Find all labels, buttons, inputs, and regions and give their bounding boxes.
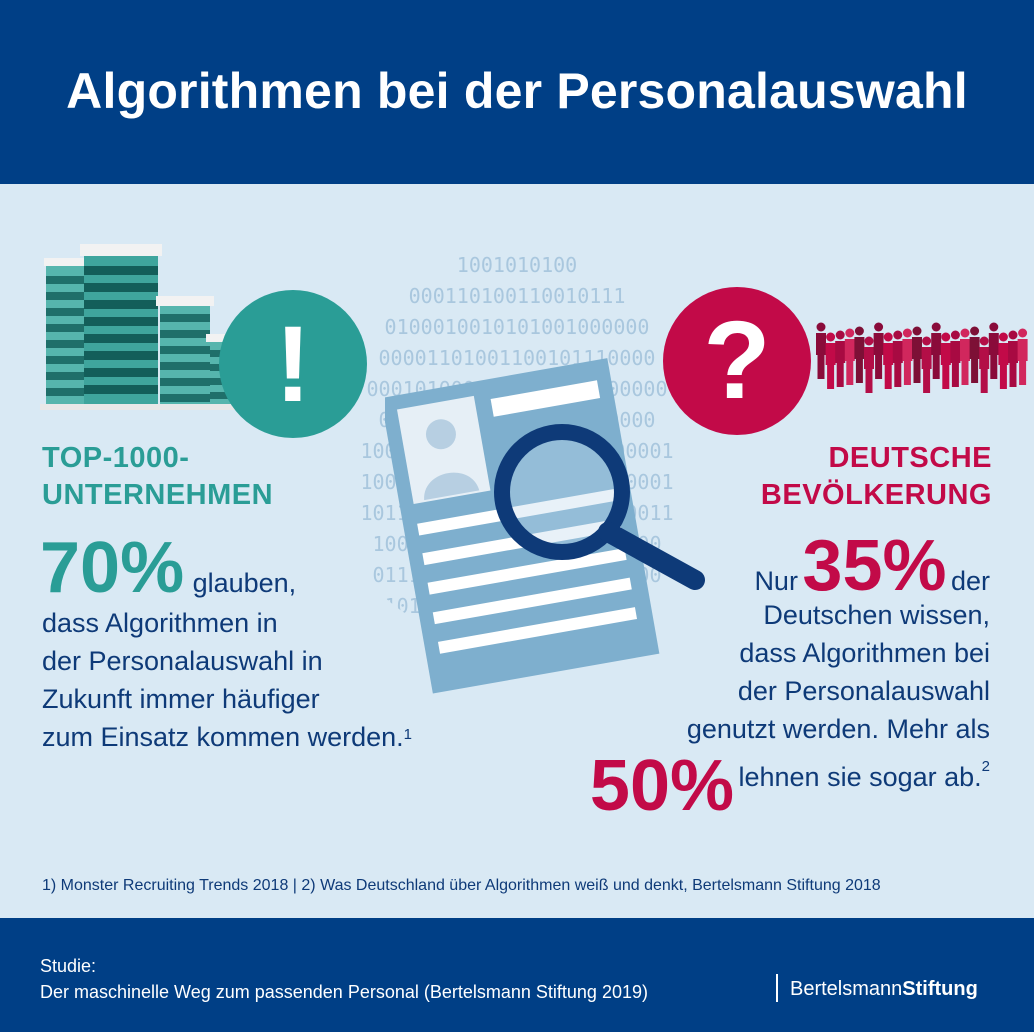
person-icon xyxy=(902,328,913,385)
person-icon xyxy=(1017,328,1028,385)
left-text-line4: Zukunft immer häufiger xyxy=(42,684,320,714)
binary-row: 00001101001100101110000 xyxy=(378,346,656,370)
person-icon xyxy=(892,330,903,387)
right-text-line6: lehnen sie sogar ab. xyxy=(738,762,982,792)
person-icon xyxy=(864,336,874,393)
magnifier-icon xyxy=(494,424,705,590)
right-text-line5: genutzt werden. Mehr als xyxy=(686,714,990,744)
binary-row: 1001010100 xyxy=(456,253,578,277)
person-icon xyxy=(998,332,1009,389)
crowd-people-icon xyxy=(816,322,1028,393)
person-icon xyxy=(960,328,970,385)
right-stat-50: 50% xyxy=(589,746,735,826)
right-stat2-row: 50% lehnen sie sogar ab.2 xyxy=(590,750,990,822)
person-icon xyxy=(931,322,942,379)
person-icon xyxy=(844,328,855,385)
person-icon xyxy=(921,336,932,393)
binary-row: 000110100110010111 xyxy=(408,284,626,308)
right-body: Deutschen wissen, dass Algorithmen bei d… xyxy=(687,596,990,748)
left-text-line2: dass Algorithmen in xyxy=(42,608,278,638)
right-stat-row: Nur 35% der xyxy=(754,530,990,602)
right-stat-35: 35% xyxy=(802,526,947,606)
left-text-line1: glauben, xyxy=(192,568,297,598)
person-icon xyxy=(979,336,990,393)
left-heading-line2: UNTERNEHMEN xyxy=(42,479,274,511)
question-circle-icon: ? xyxy=(663,287,811,435)
brand-logo: BertelsmannStiftung xyxy=(790,978,978,1001)
right-heading-line1: DEUTSCHE xyxy=(828,442,992,474)
right-prefix: Nur xyxy=(754,566,798,596)
person-icon xyxy=(883,332,894,389)
left-stat-70: 70% xyxy=(40,528,185,608)
brand-divider xyxy=(776,974,778,1002)
right-heading: DEUTSCHE BEVÖLKERUNG xyxy=(761,440,992,514)
person-icon xyxy=(940,332,951,389)
person-icon xyxy=(873,322,884,379)
left-text-line5: zum Einsatz kommen werden. xyxy=(42,722,404,752)
person-icon xyxy=(825,332,836,389)
right-text-line2: Deutschen wissen, xyxy=(763,600,990,630)
sources-footnote: 1) Monster Recruiting Trends 2018 | 2) W… xyxy=(42,877,881,894)
right-heading-line2: BEVÖLKERUNG xyxy=(760,479,992,511)
person-icon xyxy=(854,326,865,383)
exclamation-circle-icon: ! xyxy=(219,290,367,438)
header-banner: Algorithmen bei der Personalauswahl xyxy=(0,0,1034,184)
exclamation-glyph: ! xyxy=(275,303,311,424)
page-title: Algorithmen bei der Personalauswahl xyxy=(66,63,968,119)
left-body: dass Algorithmen in der Personalauswahl … xyxy=(42,604,412,756)
person-icon xyxy=(950,330,961,387)
person-icon xyxy=(912,326,922,383)
footer-banner: Studie: Der maschinelle Weg zum passende… xyxy=(0,918,1034,1032)
binary-row: 0100010010101001000000 xyxy=(384,315,650,339)
left-text-line3: der Personalauswahl in xyxy=(42,646,323,676)
left-heading: TOP-1000- UNTERNEHMEN xyxy=(42,440,273,514)
person-icon xyxy=(988,322,999,379)
person-icon xyxy=(969,326,980,383)
brand-bold: Stiftung xyxy=(902,978,978,1000)
left-heading-line1: TOP-1000- xyxy=(42,442,190,474)
right-text-line4: der Personalauswahl xyxy=(737,676,990,706)
person-icon xyxy=(816,322,826,379)
footer-study-title: Der maschinelle Weg zum passenden Person… xyxy=(40,982,648,1002)
person-icon xyxy=(835,330,846,387)
left-stat-row: 70% glauben, xyxy=(40,532,297,604)
right-text-line3: dass Algorithmen bei xyxy=(739,638,990,668)
left-footnote-ref: 1 xyxy=(403,726,412,743)
right-suffix: der xyxy=(950,566,990,596)
right-footnote-ref: 2 xyxy=(981,758,990,775)
question-glyph: ? xyxy=(703,299,771,422)
person-icon xyxy=(1008,330,1018,387)
brand-regular: Bertelsmann xyxy=(790,978,903,1000)
footer-study-label: Studie: xyxy=(40,956,97,976)
